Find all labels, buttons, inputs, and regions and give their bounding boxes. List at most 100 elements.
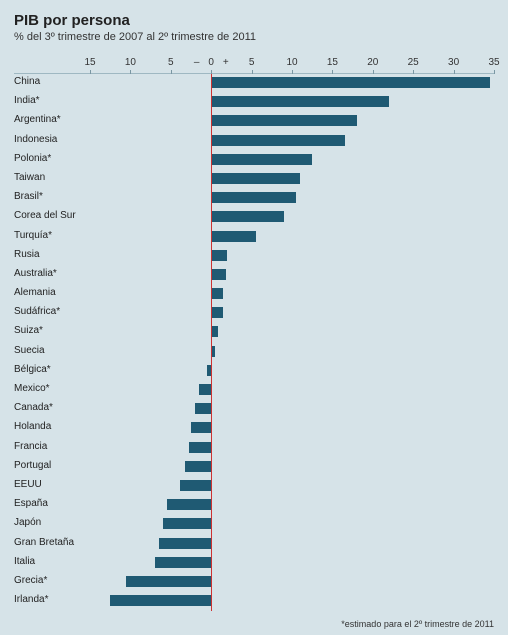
bar <box>211 96 389 107</box>
axis-tick-label: 0 <box>208 57 214 68</box>
axis-tick-label: + <box>223 57 229 68</box>
bar-label: Brasil* <box>14 191 43 202</box>
bar <box>155 557 212 568</box>
bar <box>159 538 212 549</box>
bar-label: India* <box>14 95 40 106</box>
bar-label: Taiwan <box>14 172 45 183</box>
bar-row: Argentina* <box>14 112 494 131</box>
axis-tick-label: 35 <box>488 57 499 68</box>
bar-row: Grecia* <box>14 573 494 592</box>
bar-row: Brasil* <box>14 189 494 208</box>
bar <box>167 499 211 510</box>
bar-label: Mexico* <box>14 383 50 394</box>
bar <box>126 576 211 587</box>
bar <box>211 250 227 261</box>
bar-label: Rusia <box>14 249 40 260</box>
bar <box>195 403 211 414</box>
bar-label: España <box>14 498 48 509</box>
axis-tick-label: 30 <box>448 57 459 68</box>
axis-tick-label: 20 <box>367 57 378 68</box>
bar <box>211 135 344 146</box>
bar-row: Japón <box>14 515 494 534</box>
bar <box>211 269 226 280</box>
bar-row: Alemania <box>14 285 494 304</box>
bar-row: Bélgica* <box>14 362 494 381</box>
bar-label: Bélgica* <box>14 364 51 375</box>
bar-label: Turquía* <box>14 230 52 241</box>
axis-tick-label: 10 <box>125 57 136 68</box>
bar <box>189 442 212 453</box>
axis-tick-label: 15 <box>327 57 338 68</box>
bar-row: Taiwan <box>14 170 494 189</box>
bar <box>211 307 223 318</box>
bars-area: China India* Argentina* Indonesia Polonia* Ta… <box>14 73 494 611</box>
axis-tick-label: 5 <box>249 57 255 68</box>
bar <box>211 115 356 126</box>
axis-tick-label: 25 <box>408 57 419 68</box>
zero-line <box>211 74 212 611</box>
plot-area: 15105–0+5101520253035 ChinaIndia*Argenti… <box>14 57 494 613</box>
bar-label: Holanda <box>14 421 51 432</box>
bar-row: Polonia* <box>14 151 494 170</box>
bar-row: Canada* <box>14 400 494 419</box>
bar <box>110 595 211 606</box>
bar <box>211 154 312 165</box>
bar-label: Alemania <box>14 287 56 298</box>
bar-label: Canada* <box>14 402 53 413</box>
axis-tick-label: 5 <box>168 57 174 68</box>
bar-label: Grecia* <box>14 575 47 586</box>
bar <box>191 422 211 433</box>
bar-row: Portugal <box>14 458 494 477</box>
chart-title: PIB por persona <box>14 12 494 29</box>
bar-label: Suecia <box>14 345 45 356</box>
bar-row: EEUU <box>14 477 494 496</box>
bar-label: Gran Bretaña <box>14 537 74 548</box>
axis-tick-label: 15 <box>84 57 95 68</box>
bar <box>199 384 211 395</box>
bar-label: Irlanda* <box>14 594 48 605</box>
bar <box>211 77 490 88</box>
bar-row: India* <box>14 93 494 112</box>
bar-row: Irlanda* <box>14 592 494 611</box>
axis-labels: 15105–0+5101520253035 <box>14 57 494 73</box>
bar <box>185 461 211 472</box>
bar-label: Francia <box>14 441 47 452</box>
bar <box>211 192 296 203</box>
bar-label: Japón <box>14 517 41 528</box>
bar <box>211 288 223 299</box>
bar-row: Francia <box>14 439 494 458</box>
bar-label: Portugal <box>14 460 51 471</box>
bar-row: España <box>14 496 494 515</box>
bar-label: Australia* <box>14 268 57 279</box>
bar-label: Argentina* <box>14 114 61 125</box>
bar-row: Gran Bretaña <box>14 535 494 554</box>
bar-row: Rusia <box>14 247 494 266</box>
axis-tick <box>494 70 495 74</box>
bar-row: Australia* <box>14 266 494 285</box>
bar-label: EEUU <box>14 479 42 490</box>
bar-label: Indonesia <box>14 134 57 145</box>
bar-label: China <box>14 76 40 87</box>
bar <box>211 211 284 222</box>
bar <box>211 231 255 242</box>
bar-row: Corea del Sur <box>14 208 494 227</box>
bar-row: Turquía* <box>14 228 494 247</box>
bar <box>211 173 300 184</box>
bar-row: Mexico* <box>14 381 494 400</box>
bar-label: Suiza* <box>14 325 43 336</box>
bar <box>163 518 211 529</box>
bar-label: Sudáfrica* <box>14 306 60 317</box>
bar-label: Polonia* <box>14 153 51 164</box>
bar-label: Italia <box>14 556 35 567</box>
bar-row: Indonesia <box>14 132 494 151</box>
bar-row: Suiza* <box>14 323 494 342</box>
bar-label: Corea del Sur <box>14 210 76 221</box>
chart-subtitle: % del 3º trimestre de 2007 al 2º trimest… <box>14 31 494 43</box>
axis-tick-label: 10 <box>286 57 297 68</box>
chart-container: PIB por persona % del 3º trimestre de 20… <box>0 0 508 635</box>
bar-row: Italia <box>14 554 494 573</box>
bar-row: China <box>14 74 494 93</box>
bar-row: Holanda <box>14 419 494 438</box>
axis-tick-label: – <box>194 57 200 68</box>
bar-row: Sudáfrica* <box>14 304 494 323</box>
